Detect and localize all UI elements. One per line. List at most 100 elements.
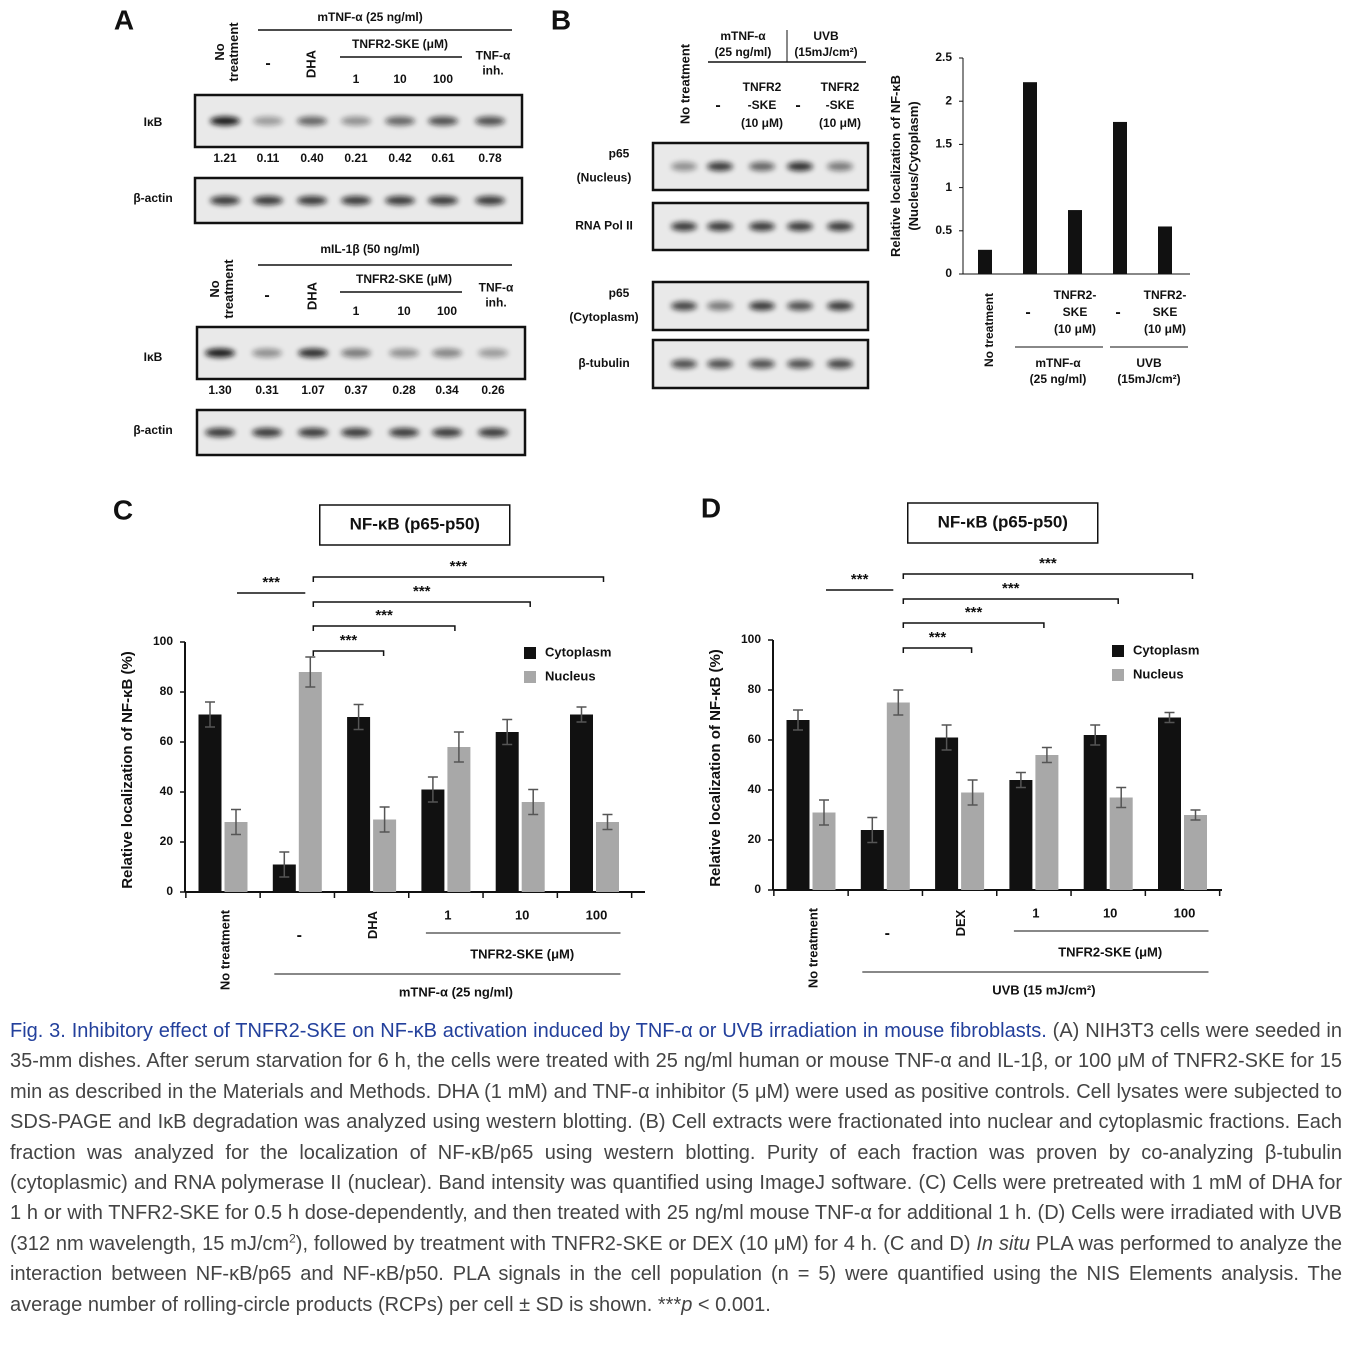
legend-swatch: [1112, 645, 1124, 657]
figure-caption: Fig. 3. Inhibitory effect of TNFR2-SKE o…: [10, 1016, 1342, 1320]
blot-band: [341, 196, 371, 205]
row-label: β-actin: [133, 423, 172, 437]
bar: [596, 822, 619, 892]
significance-label: ***: [262, 574, 280, 591]
blot-band: [475, 116, 505, 126]
lane-label: TNF-α inh.: [476, 49, 511, 78]
panel-label: B: [551, 4, 571, 35]
error-bar: [528, 788, 539, 816]
error-bar: [502, 718, 513, 746]
blot-band: [298, 428, 328, 437]
significance-label: ***: [965, 604, 983, 621]
group-label: mTNF-α (25 ng/ml): [399, 984, 513, 999]
y-tick-label: 1.5: [935, 137, 952, 151]
legend-label: Cytoplasm: [545, 644, 611, 659]
blot-band: [297, 116, 327, 126]
blot-band: [341, 116, 371, 126]
blot-band: [478, 348, 508, 358]
bar: [198, 714, 222, 892]
y-tick-label: 20: [160, 834, 174, 848]
chart-title: NF-κB (p65-p50): [938, 512, 1068, 531]
error-bar: [819, 799, 829, 826]
y-axis-title: Relative localization of NF-κB (Nucleus/C…: [888, 75, 921, 257]
legend-swatch: [524, 671, 536, 683]
bar: [298, 672, 322, 892]
y-tick-label: 0: [166, 884, 173, 898]
lane-label: -: [795, 97, 800, 114]
panel-label: A: [114, 4, 134, 35]
band-intensity: 0.40: [300, 151, 324, 165]
band-intensity: 0.28: [392, 383, 416, 397]
error-bar: [1015, 771, 1026, 789]
significance-label: ***: [413, 583, 431, 600]
x-tick-label: No treatment: [805, 907, 820, 988]
row-label: (Cytoplasm): [569, 310, 638, 324]
blot-band: [428, 196, 458, 205]
blot-band: [707, 222, 733, 231]
legend-label: Nucleus: [545, 668, 596, 683]
blot-band: [787, 162, 813, 171]
dose-label: 100: [433, 72, 453, 86]
blot-band: [341, 348, 371, 358]
blot-frame: [195, 408, 527, 457]
blot-band: [385, 116, 415, 126]
blot-band: [253, 196, 283, 205]
row-label: IκB: [144, 115, 163, 129]
lane-label: DHA: [304, 281, 319, 310]
bar: [1109, 797, 1133, 890]
band-intensity: 0.26: [481, 383, 505, 397]
band-intensity: 0.61: [431, 151, 455, 165]
significance-bracket: [902, 573, 1194, 579]
band-intensity: 0.21: [344, 151, 368, 165]
y-tick-label: 60: [748, 732, 762, 746]
bar: [1009, 780, 1033, 890]
blot-band: [341, 428, 371, 437]
y-tick-label: 0.5: [935, 223, 952, 237]
blot-band: [827, 301, 853, 311]
x-tick-label: 10: [515, 907, 529, 922]
band-intensity: 0.31: [255, 383, 279, 397]
x-tick-label: No treatment: [217, 909, 232, 990]
bar: [935, 737, 959, 890]
blot-band: [252, 348, 282, 358]
x-tick-label: No treatment: [982, 293, 996, 367]
title-box: [907, 502, 1099, 544]
chart-title: NF-κB (p65-p50): [350, 514, 480, 533]
x-tick-label: -: [1025, 304, 1030, 321]
bar: [447, 747, 471, 892]
bar: [978, 249, 992, 274]
blot-frame: [195, 325, 527, 381]
dose-label: 10: [397, 304, 411, 318]
bar: [860, 830, 884, 890]
group-label: mTNF-α (25 ng/ml): [1030, 356, 1087, 386]
dose-label: 1: [353, 72, 360, 86]
bar: [495, 732, 519, 892]
caption-superscript: 2: [289, 1231, 296, 1246]
bar: [1184, 815, 1207, 890]
blot-band: [827, 359, 853, 369]
dose-label: 1: [353, 304, 360, 318]
bar: [786, 720, 810, 890]
blot-header: mTNF-α (25 ng/ml): [317, 10, 422, 24]
y-tick-label: 20: [748, 832, 762, 846]
error-bar: [279, 851, 290, 878]
row-label: (Nucleus): [577, 171, 632, 185]
lane-label: TNFR2 -SKE (10 μM): [741, 80, 783, 130]
error-bar: [453, 731, 464, 763]
significance-label: ***: [375, 607, 393, 624]
error-bar: [967, 779, 978, 806]
error-bar: [1116, 786, 1127, 809]
blot-band: [252, 428, 282, 437]
band-intensity: 0.11: [257, 151, 280, 165]
significance-label: ***: [450, 558, 468, 575]
caption-text: ), followed by treatment with TNFR2-SKE …: [295, 1232, 977, 1255]
band-intensity: 0.37: [344, 383, 368, 397]
x-tick-label: 100: [1174, 905, 1196, 920]
bar: [886, 702, 910, 890]
lane-label: Notreatment: [212, 22, 241, 82]
y-tick-label: 100: [741, 632, 761, 646]
blot-band: [210, 116, 240, 126]
blot-band: [385, 196, 415, 205]
